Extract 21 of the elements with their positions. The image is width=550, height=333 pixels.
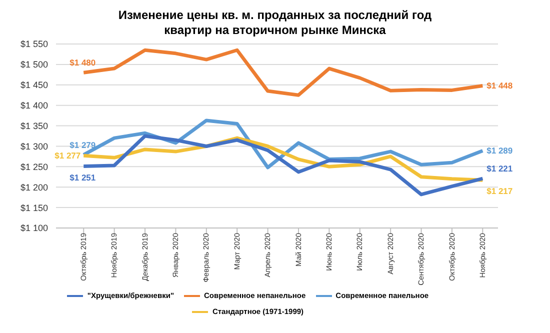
y-tick-label: $1 400 — [20, 100, 48, 111]
y-tick-label: $1 350 — [20, 120, 48, 131]
data-label: $1 289 — [486, 146, 513, 156]
line-series — [82, 48, 484, 97]
y-tick-label: $1 450 — [20, 80, 48, 90]
chart-title: Изменение цены кв. м. проданных за последний год квартир на вторичном рынке Минска — [117, 8, 433, 38]
data-label: $1 279 — [70, 140, 96, 150]
data-label: $1 217 — [486, 186, 513, 196]
data-label: $1 277 — [54, 150, 81, 161]
y-tick-label: $1 150 — [20, 202, 48, 213]
y-tick-label: $1 300 — [20, 141, 48, 152]
y-tick-label: $1 550 — [20, 39, 48, 50]
y-tick-label: $1 250 — [20, 162, 48, 172]
data-label: $1 221 — [486, 164, 513, 174]
y-tick-label: $1 100 — [20, 223, 48, 234]
data-label: $1 251 — [70, 172, 96, 182]
y-tick-label: $1 500 — [20, 60, 48, 70]
data-label: $1 480 — [70, 58, 96, 68]
data-label: $1 448 — [486, 80, 513, 91]
y-tick-label: $1 200 — [20, 182, 48, 192]
line-series — [82, 134, 484, 196]
